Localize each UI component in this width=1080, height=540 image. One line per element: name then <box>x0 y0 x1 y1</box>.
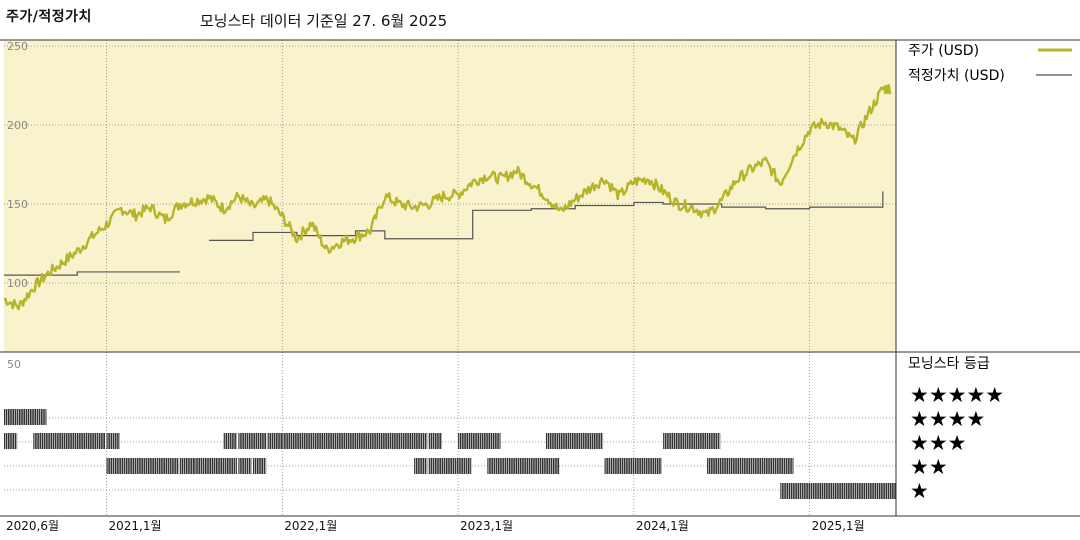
rating-segment-3-stars <box>663 433 721 449</box>
rating-segment-2-stars <box>414 458 428 474</box>
rating-bar <box>238 433 267 449</box>
rating-bar <box>487 458 560 474</box>
rating-legend-4-stars: ★★★★ <box>910 407 985 431</box>
legend-price-label: 주가 (USD) <box>908 43 979 59</box>
rating-segment-2-stars <box>428 458 472 474</box>
rating-bar <box>106 433 120 449</box>
rating-segment-3-stars <box>106 433 120 449</box>
rating-bar <box>780 483 896 499</box>
rating-bar <box>545 433 604 449</box>
rating-legend-3-stars: ★★★ <box>910 431 966 455</box>
rating-segment-2-stars <box>106 458 179 474</box>
legend-fair-label: 적정가치 (USD) <box>908 68 1005 84</box>
price-line <box>4 84 892 311</box>
y-tick-label: 150 <box>7 198 28 211</box>
rating-segment-2-stars <box>707 458 794 474</box>
rating-segment-2-stars <box>194 458 237 474</box>
rating-bar <box>252 458 267 474</box>
y-tick-label: 50 <box>7 358 21 371</box>
rating-bar <box>106 458 179 474</box>
rating-legend-title: 모닝스타 등급 <box>908 356 990 372</box>
x-tick-label: 2020,6월 <box>6 519 59 533</box>
y-tick-label: 250 <box>7 40 28 53</box>
rating-panel-background <box>4 352 896 516</box>
rating-bar <box>428 433 442 449</box>
y-tick-label: 200 <box>7 119 28 132</box>
y-tick-label: 100 <box>7 277 28 290</box>
rating-bar <box>223 433 237 449</box>
rating-segment-2-stars <box>604 458 662 474</box>
x-tick-label: 2024,1월 <box>636 519 689 533</box>
rating-bar <box>238 458 252 474</box>
rating-segment-3-stars <box>238 433 267 449</box>
rating-segment-2-stars <box>252 458 267 474</box>
rating-bar <box>33 433 106 449</box>
rating-segment-3-stars <box>4 433 18 449</box>
x-tick-label: 2023,1월 <box>460 519 513 533</box>
fair-value-line <box>209 191 884 241</box>
rating-segment-2-stars <box>487 458 560 474</box>
rating-segment-2-stars <box>238 458 252 474</box>
rating-bar <box>663 433 721 449</box>
rating-legend-5-stars: ★★★★★ <box>910 383 1004 407</box>
rating-segment-3-stars <box>223 433 237 449</box>
rating-bar <box>4 433 18 449</box>
rating-legend-1-star: ★ <box>910 479 929 503</box>
rating-segment-1-stars <box>780 483 896 499</box>
page-title: 주가/적정가치 <box>6 9 92 25</box>
x-tick-label: 2022,1월 <box>284 519 337 533</box>
fair-value-line <box>4 271 180 276</box>
rating-segment-3-stars <box>428 433 442 449</box>
x-tick-label: 2025,1월 <box>812 519 865 533</box>
rating-bar <box>604 458 662 474</box>
rating-bar <box>282 433 428 449</box>
x-tick-label: 2021,1월 <box>109 519 162 533</box>
rating-bar <box>414 458 428 474</box>
rating-segment-3-stars <box>282 433 428 449</box>
rating-segment-3-stars <box>545 433 604 449</box>
data-date-note: 모닝스타 데이터 기준일 27. 6월 2025 <box>200 12 448 30</box>
rating-segment-4-stars <box>4 409 47 425</box>
rating-legend-2-stars: ★★ <box>910 455 948 479</box>
rating-segment-3-stars <box>458 433 501 449</box>
rating-segment-3-stars <box>33 433 106 449</box>
